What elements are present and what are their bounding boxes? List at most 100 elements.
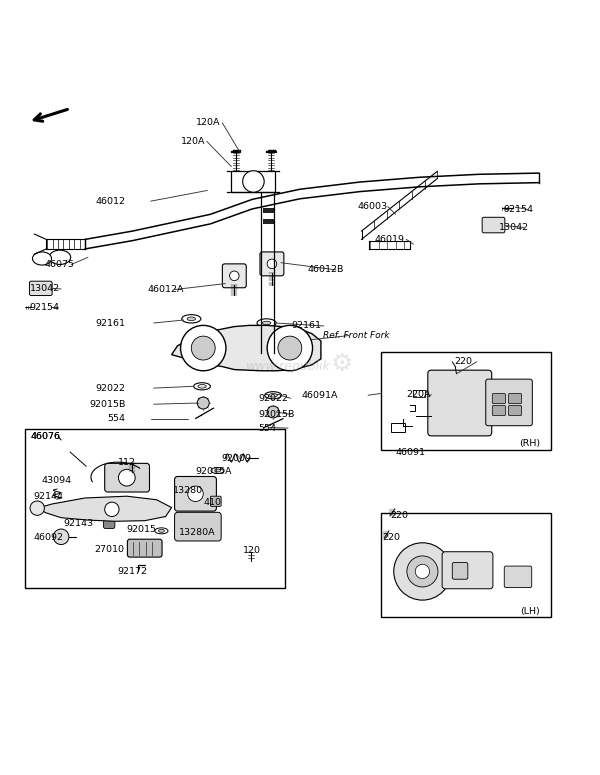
Ellipse shape bbox=[257, 319, 276, 327]
Text: 46003: 46003 bbox=[358, 202, 388, 211]
Ellipse shape bbox=[198, 384, 206, 388]
Text: Ref. Front Fork: Ref. Front Fork bbox=[323, 331, 389, 340]
Text: www.republik: www.republik bbox=[245, 360, 331, 373]
Ellipse shape bbox=[187, 317, 196, 321]
Text: 220: 220 bbox=[391, 512, 409, 520]
Text: 46091: 46091 bbox=[395, 448, 425, 457]
FancyBboxPatch shape bbox=[223, 264, 246, 288]
FancyBboxPatch shape bbox=[380, 513, 551, 618]
FancyBboxPatch shape bbox=[260, 252, 284, 276]
FancyBboxPatch shape bbox=[263, 208, 274, 213]
FancyBboxPatch shape bbox=[175, 477, 217, 512]
Text: 220A: 220A bbox=[406, 390, 431, 399]
Text: 92009: 92009 bbox=[221, 454, 251, 463]
Circle shape bbox=[53, 529, 69, 545]
Text: 46076: 46076 bbox=[30, 432, 60, 441]
Circle shape bbox=[191, 336, 215, 360]
Text: 554: 554 bbox=[258, 424, 276, 432]
FancyBboxPatch shape bbox=[127, 539, 162, 557]
Text: 92022: 92022 bbox=[258, 394, 288, 403]
FancyBboxPatch shape bbox=[263, 219, 274, 225]
FancyBboxPatch shape bbox=[211, 496, 221, 506]
Text: 13280: 13280 bbox=[173, 487, 203, 495]
Ellipse shape bbox=[158, 529, 164, 532]
Text: 120A: 120A bbox=[181, 137, 206, 146]
Text: 46019: 46019 bbox=[374, 235, 404, 244]
Text: 46091A: 46091A bbox=[301, 391, 338, 400]
Text: ⚙: ⚙ bbox=[331, 352, 353, 376]
Text: 92015B: 92015B bbox=[258, 410, 295, 419]
Text: (LH): (LH) bbox=[520, 607, 540, 616]
Circle shape bbox=[105, 502, 119, 516]
FancyBboxPatch shape bbox=[105, 463, 149, 492]
Text: 120A: 120A bbox=[196, 119, 221, 127]
FancyBboxPatch shape bbox=[482, 217, 505, 232]
Text: 92154: 92154 bbox=[29, 303, 59, 312]
Circle shape bbox=[278, 336, 302, 360]
FancyBboxPatch shape bbox=[428, 370, 492, 436]
FancyBboxPatch shape bbox=[391, 422, 405, 432]
Text: 92161: 92161 bbox=[95, 319, 125, 328]
Text: 92022: 92022 bbox=[95, 384, 125, 393]
Circle shape bbox=[267, 406, 279, 418]
Text: 46012B: 46012B bbox=[307, 265, 344, 274]
Ellipse shape bbox=[182, 315, 201, 323]
Text: 43094: 43094 bbox=[42, 476, 72, 484]
Text: 112: 112 bbox=[118, 458, 136, 467]
Text: 27010: 27010 bbox=[94, 546, 124, 554]
Polygon shape bbox=[37, 496, 172, 522]
Text: 13042: 13042 bbox=[499, 223, 529, 232]
Circle shape bbox=[242, 170, 264, 192]
Text: 92015A: 92015A bbox=[196, 467, 232, 476]
FancyBboxPatch shape bbox=[493, 394, 505, 404]
Circle shape bbox=[394, 542, 451, 600]
Circle shape bbox=[267, 259, 277, 269]
FancyBboxPatch shape bbox=[504, 566, 532, 587]
FancyBboxPatch shape bbox=[380, 352, 551, 450]
Ellipse shape bbox=[32, 252, 52, 265]
Text: 46012: 46012 bbox=[95, 197, 125, 205]
Text: 92144: 92144 bbox=[33, 492, 63, 501]
FancyBboxPatch shape bbox=[508, 405, 521, 415]
Polygon shape bbox=[172, 326, 321, 370]
FancyBboxPatch shape bbox=[486, 379, 532, 425]
FancyBboxPatch shape bbox=[175, 512, 221, 541]
Text: 13042: 13042 bbox=[29, 284, 59, 294]
Ellipse shape bbox=[215, 469, 221, 472]
Ellipse shape bbox=[194, 383, 211, 390]
Text: 46012A: 46012A bbox=[148, 285, 184, 294]
Circle shape bbox=[407, 556, 438, 587]
FancyBboxPatch shape bbox=[413, 390, 425, 397]
Text: 92172: 92172 bbox=[118, 567, 148, 576]
Circle shape bbox=[197, 397, 209, 409]
Circle shape bbox=[415, 564, 430, 579]
FancyBboxPatch shape bbox=[508, 394, 521, 404]
FancyBboxPatch shape bbox=[104, 513, 115, 529]
Text: 46092: 46092 bbox=[33, 533, 63, 542]
FancyBboxPatch shape bbox=[452, 563, 468, 579]
Ellipse shape bbox=[49, 250, 71, 264]
Circle shape bbox=[181, 326, 226, 370]
Text: 410: 410 bbox=[203, 498, 221, 507]
Circle shape bbox=[118, 470, 135, 486]
Text: 92015: 92015 bbox=[127, 525, 157, 534]
Text: 92154: 92154 bbox=[503, 205, 533, 214]
FancyBboxPatch shape bbox=[25, 429, 285, 587]
Circle shape bbox=[267, 326, 313, 370]
Ellipse shape bbox=[155, 528, 168, 534]
FancyBboxPatch shape bbox=[442, 552, 493, 589]
Text: 92143: 92143 bbox=[63, 519, 93, 529]
FancyBboxPatch shape bbox=[29, 281, 52, 295]
FancyBboxPatch shape bbox=[493, 405, 505, 415]
Ellipse shape bbox=[265, 391, 281, 399]
Ellipse shape bbox=[211, 467, 224, 474]
Ellipse shape bbox=[262, 321, 271, 325]
Circle shape bbox=[230, 271, 239, 281]
Text: 46075: 46075 bbox=[44, 260, 74, 269]
Text: 46076: 46076 bbox=[30, 432, 60, 441]
Ellipse shape bbox=[269, 394, 277, 397]
Text: 92015B: 92015B bbox=[89, 400, 125, 408]
Text: 554: 554 bbox=[107, 414, 125, 423]
Circle shape bbox=[188, 486, 203, 501]
Text: 220: 220 bbox=[382, 533, 400, 542]
